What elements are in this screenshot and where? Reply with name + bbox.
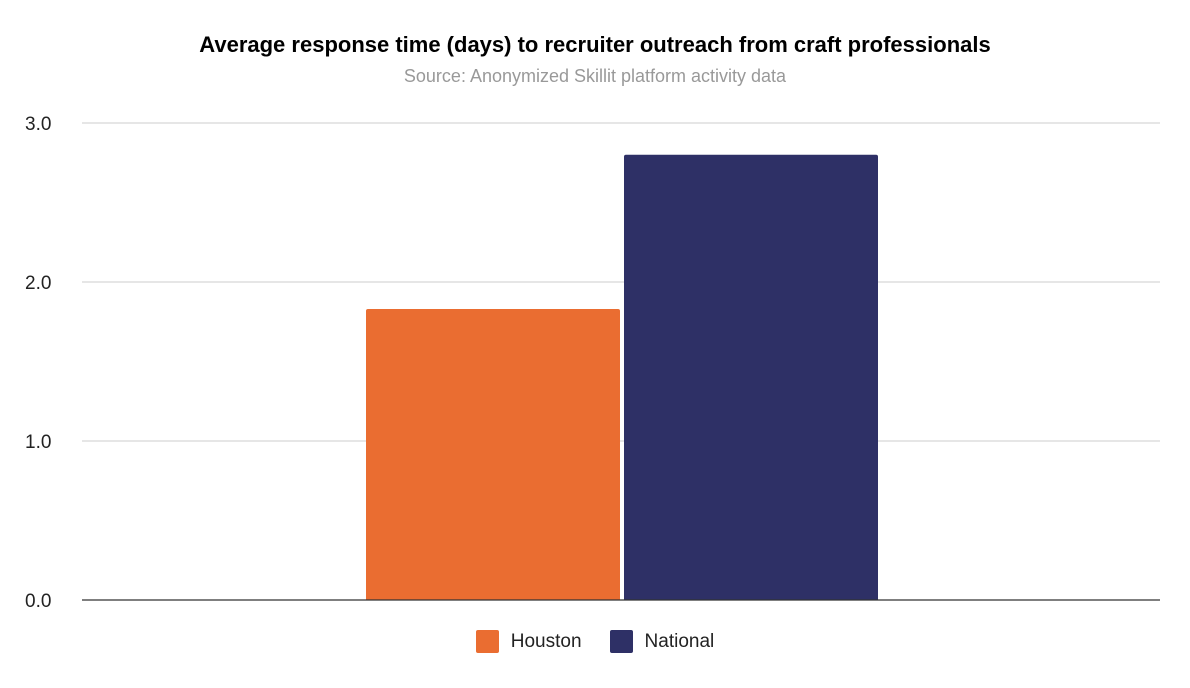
legend: Houston National: [0, 630, 1190, 653]
gridlines: [82, 122, 1160, 442]
legend-label: National: [644, 630, 715, 652]
bar-national: [624, 154, 878, 601]
legend-swatch: [609, 630, 633, 653]
y-axis: 0.0 1.0 2.0 3.0: [25, 114, 1160, 612]
legend-item-national: National: [609, 630, 715, 653]
y-tick-label: 3.0: [25, 114, 51, 135]
y-tick-label: 1.0: [25, 432, 51, 453]
legend-item-houston: Houston: [475, 630, 582, 653]
y-tick-label: 0.0: [25, 591, 51, 612]
y-tick-label: 2.0: [25, 273, 51, 294]
chart-title: Average response time (days) to recruite…: [199, 32, 991, 57]
bars: [366, 154, 878, 601]
legend-swatch: [475, 630, 499, 653]
bar-houston: [366, 309, 620, 600]
legend-label: Houston: [510, 630, 582, 652]
chart-subtitle: Source: Anonymized Skillit platform acti…: [403, 66, 787, 86]
